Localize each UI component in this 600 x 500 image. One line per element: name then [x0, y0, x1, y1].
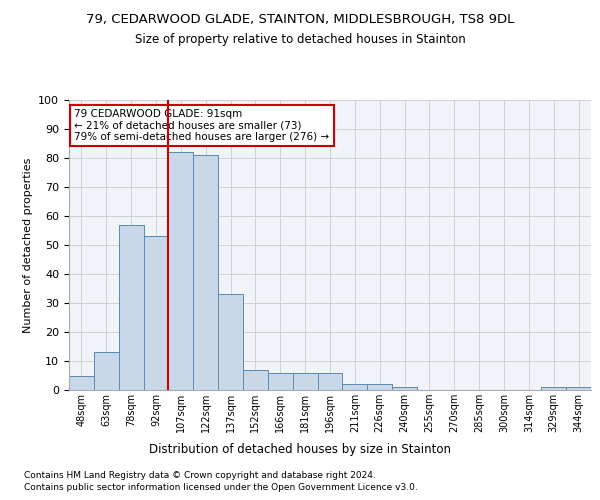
Bar [541, 387, 566, 390]
Bar [243, 370, 268, 390]
Bar [566, 387, 591, 390]
Bar [268, 372, 293, 390]
Y-axis label: Number of detached properties: Number of detached properties [23, 158, 33, 332]
Bar [193, 155, 218, 390]
Text: Contains HM Land Registry data © Crown copyright and database right 2024.: Contains HM Land Registry data © Crown c… [24, 471, 376, 480]
Bar [69, 376, 94, 390]
Text: Contains public sector information licensed under the Open Government Licence v3: Contains public sector information licen… [24, 484, 418, 492]
Text: Distribution of detached houses by size in Stainton: Distribution of detached houses by size … [149, 442, 451, 456]
Bar [367, 384, 392, 390]
Bar [293, 372, 317, 390]
Bar [169, 152, 193, 390]
Bar [119, 224, 143, 390]
Bar [143, 236, 169, 390]
Text: 79 CEDARWOOD GLADE: 91sqm
← 21% of detached houses are smaller (73)
79% of semi-: 79 CEDARWOOD GLADE: 91sqm ← 21% of detac… [74, 108, 329, 142]
Text: 79, CEDARWOOD GLADE, STAINTON, MIDDLESBROUGH, TS8 9DL: 79, CEDARWOOD GLADE, STAINTON, MIDDLESBR… [86, 12, 514, 26]
Bar [343, 384, 367, 390]
Bar [317, 372, 343, 390]
Text: Size of property relative to detached houses in Stainton: Size of property relative to detached ho… [134, 32, 466, 46]
Bar [392, 387, 417, 390]
Bar [218, 294, 243, 390]
Bar [94, 352, 119, 390]
